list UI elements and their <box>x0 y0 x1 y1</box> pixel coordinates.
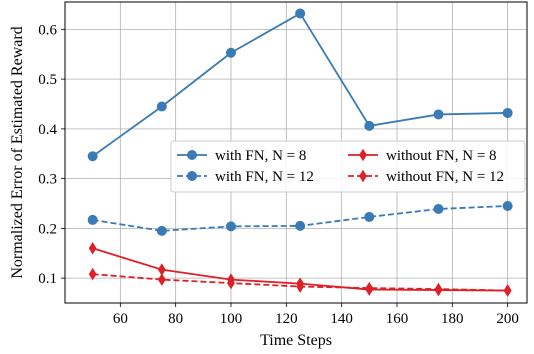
series-1 <box>87 8 513 162</box>
legend-label: with FN, N = 12 <box>215 169 314 185</box>
x-tick-label: 100 <box>220 311 243 327</box>
data-point <box>502 200 513 211</box>
data-point <box>434 282 443 296</box>
data-point <box>296 280 305 293</box>
data-point <box>157 263 166 276</box>
x-axis-label: Time Steps <box>260 332 332 349</box>
data-point <box>225 221 236 232</box>
legend-entry: without FN, N = 12 <box>348 169 504 185</box>
x-tick-label: 120 <box>275 311 298 327</box>
series-2 <box>87 200 513 236</box>
y-tick-label: 0.5 <box>38 72 57 88</box>
y-tick-label: 0.4 <box>38 122 57 138</box>
data-point <box>503 284 512 297</box>
axis-ticks: 60 80 100 120 140 160 180 200 0.1 0.2 0.3 0.4 0.5 0.6 <box>38 22 519 327</box>
legend-entry: with FN, N = 8 <box>177 148 306 164</box>
legend-entry: without FN, N = 8 <box>348 148 497 164</box>
legend-label: with FN, N = 8 <box>215 148 306 164</box>
data-point <box>88 242 97 255</box>
x-tick-label: 160 <box>386 311 409 327</box>
y-axis-label: Normalized Error of Estimated Reward <box>9 26 26 278</box>
series-4 <box>88 267 512 297</box>
data-point <box>365 281 374 295</box>
legend: with FN, N = 8 with FN, N = 12 without FN,… <box>170 140 526 193</box>
data-point <box>157 273 166 286</box>
y-tick-label: 0.3 <box>38 172 57 188</box>
data-point <box>88 267 97 281</box>
data-point <box>295 220 306 231</box>
x-tick-label: 80 <box>168 311 183 327</box>
data-point <box>502 107 513 118</box>
data-point <box>87 214 98 225</box>
data-point <box>225 47 236 58</box>
legend-label: without FN, N = 12 <box>386 169 504 185</box>
data-point <box>187 171 197 181</box>
data-point <box>359 169 367 183</box>
data-point <box>87 151 98 162</box>
data-point <box>295 8 306 19</box>
y-tick-label: 0.2 <box>38 221 57 237</box>
series-line <box>92 12 508 157</box>
data-point <box>433 109 444 120</box>
x-tick-label: 140 <box>330 311 353 327</box>
legend-box <box>170 140 526 193</box>
data-point <box>364 120 375 131</box>
data-point <box>364 211 375 222</box>
legend-entry: with FN, N = 12 <box>177 169 314 185</box>
plot-series <box>87 8 513 297</box>
data-point <box>433 203 444 214</box>
data-point <box>227 276 235 290</box>
y-tick-label: 0.6 <box>38 22 57 38</box>
data-point <box>187 150 197 160</box>
plot-frame <box>64 1 528 304</box>
legend-label: without FN, N = 8 <box>386 148 497 164</box>
x-tick-label: 60 <box>113 311 128 327</box>
y-tick-label: 0.1 <box>38 271 57 287</box>
x-tick-label: 200 <box>496 311 519 327</box>
x-tick-label: 180 <box>441 311 464 327</box>
data-point <box>156 225 167 236</box>
data-point <box>156 101 167 112</box>
data-point <box>359 148 367 162</box>
